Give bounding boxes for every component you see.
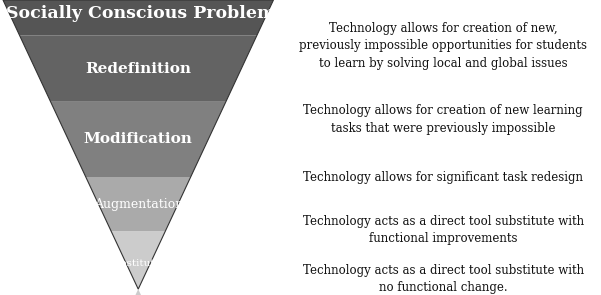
Text: Technology allows for significant task redesign: Technology allows for significant task r… bbox=[304, 171, 583, 183]
Polygon shape bbox=[20, 35, 257, 102]
Polygon shape bbox=[86, 177, 191, 232]
Text: Socially Conscious Problem Solving: Socially Conscious Problem Solving bbox=[6, 5, 354, 22]
Text: Redefinition: Redefinition bbox=[85, 62, 191, 76]
Text: Substitution: Substitution bbox=[106, 259, 171, 268]
Text: Technology acts as a direct tool substitute with
functional improvements: Technology acts as a direct tool substit… bbox=[303, 215, 584, 245]
Text: Augmentation: Augmentation bbox=[94, 198, 183, 211]
Text: Technology allows for creation of new,
previously impossible opportunities for s: Technology allows for creation of new, p… bbox=[299, 22, 587, 70]
Polygon shape bbox=[50, 102, 226, 177]
Text: Technology acts as a direct tool substitute with
no functional change.: Technology acts as a direct tool substit… bbox=[303, 263, 584, 294]
Polygon shape bbox=[3, 0, 273, 35]
Text: Technology allows for creation of new learning
tasks that were previously imposs: Technology allows for creation of new le… bbox=[304, 104, 583, 135]
Text: Modification: Modification bbox=[84, 132, 193, 146]
Polygon shape bbox=[111, 232, 165, 295]
